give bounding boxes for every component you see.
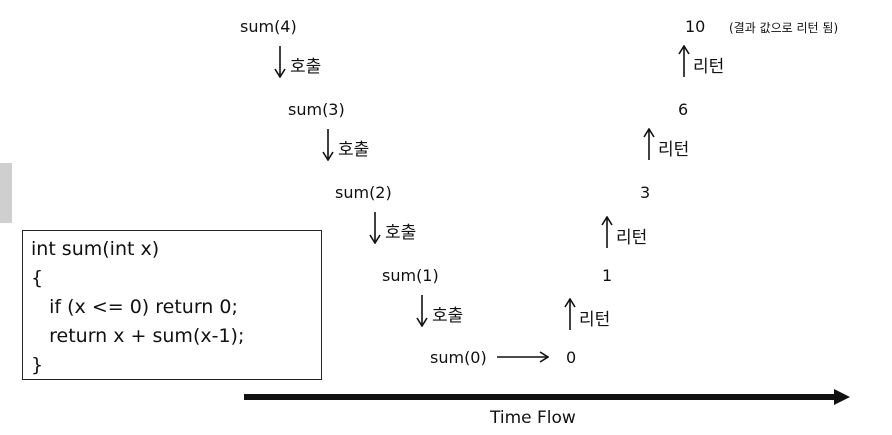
return-arrow-up-icon [678, 45, 690, 77]
return-label: 리턴 [579, 310, 611, 330]
call-sum-3: sum(3) [288, 100, 345, 119]
return-value-1: 1 [602, 266, 613, 285]
return-value-10: 10 [685, 17, 706, 36]
timeline-arrow [244, 389, 850, 405]
call-arrow-down-icon [274, 46, 286, 78]
return-label: 리턴 [616, 228, 648, 248]
return-label: 리턴 [693, 57, 725, 77]
code-line: int sum(int x) [31, 238, 160, 260]
code-line: } [31, 354, 44, 376]
return-value-3: 3 [640, 183, 651, 202]
code-line: return x + sum(x-1); [31, 325, 245, 347]
call-label: 호출 [432, 306, 464, 326]
call-sum-0: sum(0) [430, 348, 487, 367]
right-arrow-icon [497, 351, 549, 363]
code-box: int sum(int x) { if (x <= 0) return 0; r… [22, 230, 322, 380]
return-arrow-up-icon [601, 216, 613, 248]
return-arrow-up-icon [643, 128, 655, 160]
return-label: 리턴 [658, 140, 690, 160]
call-arrow-down-icon [369, 212, 381, 244]
code-line: if (x <= 0) return 0; [31, 296, 238, 318]
call-label: 호출 [338, 140, 370, 160]
call-label: 호출 [290, 57, 322, 77]
timeline-label: Time Flow [490, 408, 576, 428]
call-label: 호출 [385, 223, 417, 243]
final-result-note: (결과 값으로 리턴 됨) [729, 21, 839, 35]
call-sum-4: sum(4) [240, 17, 297, 36]
call-sum-1: sum(1) [382, 266, 439, 285]
side-tab [0, 163, 12, 223]
call-arrow-down-icon [416, 295, 428, 327]
return-value-0: 0 [566, 348, 577, 367]
call-sum-2: sum(2) [335, 183, 392, 202]
call-arrow-down-icon [322, 129, 334, 161]
code-line: { [31, 267, 44, 289]
return-arrow-up-icon [564, 298, 576, 330]
return-value-6: 6 [678, 100, 689, 119]
